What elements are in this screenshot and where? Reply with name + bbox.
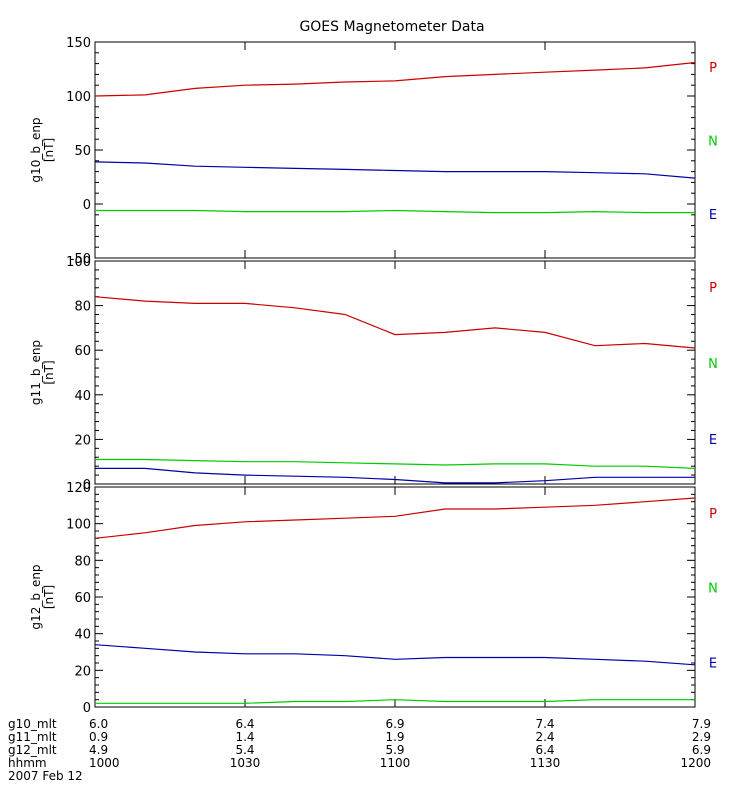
panel-1: -50 0 50 100 150 g10_b_enp [nT] P N E (29, 36, 718, 267)
time-axis-value: 5.9 (385, 743, 404, 757)
y-tick-label: 100 (66, 90, 91, 105)
series-line-E (94, 644, 696, 666)
date-label: 2007 Feb 12 (8, 769, 83, 783)
time-axis-value: 2.4 (535, 730, 554, 744)
y-tick-label: 0 (83, 701, 91, 716)
time-axis-value: 2.9 (692, 730, 711, 744)
series-line-N (95, 458, 696, 469)
time-axis-value: 6.9 (385, 717, 404, 731)
time-axis-value: 1000 (89, 756, 120, 770)
time-axis-row-label: g11_mlt (8, 730, 57, 744)
time-axis-value: 1100 (380, 756, 411, 770)
y-tick-label: 80 (74, 554, 91, 569)
panel-frame (94, 486, 696, 708)
y-tick-label: 150 (66, 36, 91, 51)
legend-N: N (708, 582, 718, 597)
series-line-P (94, 296, 696, 349)
panel-3: 0 20 40 60 80 100 120 g12_b_enp [nT] P N E (29, 481, 718, 716)
series-line-E (94, 161, 696, 179)
y-tick-label: 100 (66, 518, 91, 533)
y-tick-label: 120 (66, 481, 91, 496)
y-axis-unit: [nT] (42, 360, 56, 384)
time-axis-value: 4.9 (89, 743, 108, 757)
chart-title: GOES Magnetometer Data (299, 19, 484, 35)
y-tick-label: 60 (74, 344, 91, 359)
time-axis-value: 1.9 (385, 730, 404, 744)
time-axis-value: 7.4 (535, 717, 554, 731)
time-axis-value: 1.4 (235, 730, 254, 744)
time-axis-row-label: g10_mlt (8, 717, 57, 731)
y-axis-label: g12_b_enp (29, 564, 43, 629)
panel-frame (94, 260, 696, 485)
legend-P: P (709, 281, 717, 296)
y-axis-label: g11_b_enp (29, 340, 43, 405)
y-tick-label: 40 (74, 628, 91, 643)
y-tick-label: 50 (74, 144, 91, 159)
y-axis-unit: [nT] (42, 138, 56, 162)
panel-2: 0 20 40 60 80 100 g11_b_enp [nT] P N E (29, 255, 718, 493)
y-tick-label: 40 (74, 389, 91, 404)
time-axis-value: 0.9 (89, 730, 108, 744)
time-axis-value: 6.0 (89, 717, 108, 731)
y-tick-label: 0 (83, 198, 91, 213)
y-tick-label: 20 (74, 664, 91, 679)
y-axis-unit: [nT] (42, 585, 56, 609)
time-axis-value: 6.9 (692, 743, 711, 757)
series-line-N (95, 209, 695, 214)
legend-E: E (709, 656, 717, 671)
legend-E: E (709, 208, 717, 223)
y-tick-label: 80 (74, 300, 91, 315)
time-axis-value: 6.4 (235, 717, 254, 731)
legend-P: P (709, 61, 717, 76)
panel-frame (94, 41, 696, 259)
series-line-P (94, 497, 696, 539)
time-axis-value: 1030 (230, 756, 261, 770)
y-tick-label: 60 (74, 591, 91, 606)
time-axis-value: 1200 (680, 756, 711, 770)
legend-N: N (708, 357, 718, 372)
legend-P: P (709, 507, 717, 522)
y-tick-label: 100 (66, 255, 91, 270)
series-line-N (95, 699, 695, 704)
series-line-E (95, 467, 695, 484)
time-axis-value: 7.9 (692, 717, 711, 731)
legend-N: N (708, 135, 718, 150)
time-axis-value: 1130 (530, 756, 561, 770)
y-tick-label: -50 (70, 252, 91, 267)
time-axis-table: g10_mlt 6.0 6.4 6.9 7.4 7.9 g11_mlt 0.9 1.4 1.9 2.… (8, 717, 711, 783)
y-tick-label: 20 (74, 433, 91, 448)
y-tick-label: 0 (83, 478, 91, 493)
legend-E: E (709, 433, 717, 448)
time-axis-row-label: g12_mlt (8, 743, 57, 757)
time-axis-value: 5.4 (235, 743, 254, 757)
y-axis-label: g10_b_enp (29, 117, 43, 182)
time-axis-value: 6.4 (535, 743, 554, 757)
time-axis-row-label: hhmm (8, 756, 47, 770)
series-line-P (94, 61, 696, 97)
